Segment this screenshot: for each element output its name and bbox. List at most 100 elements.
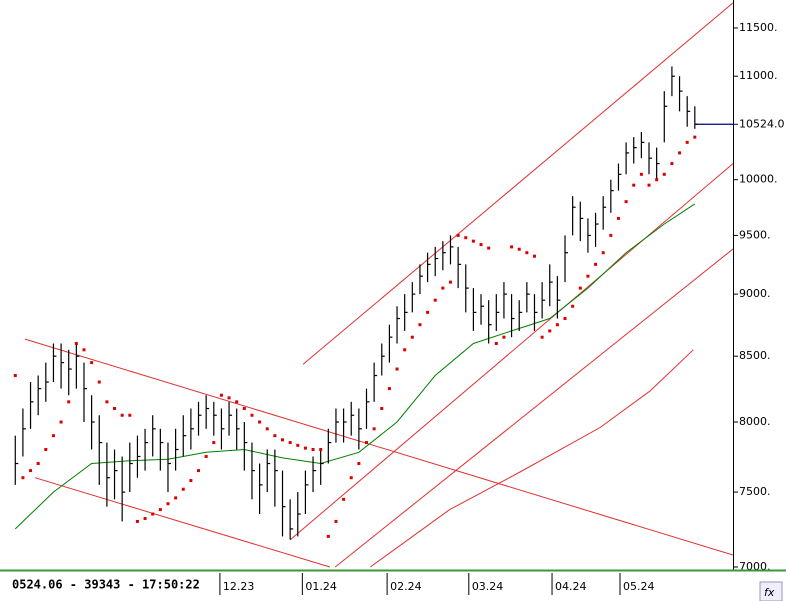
sar-dot bbox=[36, 462, 40, 466]
sar-dot bbox=[197, 469, 201, 473]
sar-dot bbox=[601, 251, 605, 255]
sar-dot bbox=[517, 247, 521, 251]
sar-dot bbox=[74, 341, 78, 345]
y-tick-label: 8500. bbox=[739, 349, 771, 362]
sar-dot bbox=[685, 140, 689, 144]
fx-button[interactable] bbox=[759, 581, 783, 601]
sar-dot bbox=[82, 348, 86, 352]
sar-dot bbox=[563, 317, 567, 321]
sar-dot bbox=[479, 243, 483, 247]
sar-dot bbox=[548, 329, 552, 333]
channel-line bbox=[289, 163, 733, 541]
sar-dot bbox=[670, 162, 674, 166]
sar-dot bbox=[594, 262, 598, 266]
sar-dot bbox=[532, 254, 536, 258]
sar-dot bbox=[120, 413, 124, 417]
sar-dot bbox=[395, 367, 399, 371]
last-price-box bbox=[734, 117, 786, 132]
sar-dot bbox=[227, 396, 231, 400]
sar-dot bbox=[441, 286, 445, 290]
sar-dot bbox=[143, 516, 147, 520]
sar-dot bbox=[311, 448, 315, 452]
channel-line bbox=[34, 477, 331, 568]
sar-dot bbox=[586, 274, 590, 278]
channel-line bbox=[334, 248, 733, 568]
sar-dot bbox=[418, 323, 422, 327]
sar-dot bbox=[403, 348, 407, 352]
x-tick-label: 01.24 bbox=[305, 580, 337, 593]
sar-dot bbox=[181, 487, 185, 491]
sar-dot bbox=[273, 434, 277, 438]
sar-dot bbox=[609, 233, 613, 237]
sar-dot bbox=[90, 361, 94, 365]
sar-dot bbox=[448, 280, 452, 284]
y-tick-label: 9500. bbox=[739, 228, 771, 241]
y-tick-label: 11000. bbox=[739, 69, 778, 82]
sar-dot bbox=[387, 387, 391, 391]
sar-dot bbox=[158, 508, 162, 512]
sar-dot bbox=[426, 310, 430, 314]
sar-dot bbox=[639, 172, 643, 176]
sar-dot bbox=[250, 413, 254, 417]
sar-dot bbox=[662, 172, 666, 176]
sar-dot bbox=[502, 335, 506, 339]
sar-dot bbox=[281, 438, 285, 442]
sar-dot bbox=[265, 427, 269, 431]
sar-dot bbox=[433, 298, 437, 302]
sar-dot bbox=[616, 216, 620, 220]
sar-dot bbox=[365, 441, 368, 445]
sar-dot bbox=[487, 246, 491, 250]
x-tick-label: 05.24 bbox=[623, 580, 655, 593]
sar-dot bbox=[372, 427, 376, 431]
sar-dot bbox=[555, 323, 559, 327]
sar-dot bbox=[128, 413, 132, 417]
sar-dot bbox=[204, 454, 208, 458]
channel-line bbox=[302, 2, 733, 365]
sar-dot bbox=[357, 462, 361, 466]
sar-dot bbox=[219, 393, 223, 397]
y-tick-label: 8000. bbox=[739, 415, 771, 428]
sar-dot bbox=[113, 407, 117, 411]
sar-dot bbox=[21, 476, 25, 480]
last-price-label: 10524.0 bbox=[739, 117, 785, 130]
sar-dot bbox=[647, 183, 651, 187]
channel-line bbox=[24, 338, 733, 556]
sar-dot bbox=[655, 178, 659, 182]
sar-dot bbox=[242, 407, 246, 411]
sar-dot bbox=[135, 519, 139, 523]
sar-dot bbox=[410, 335, 414, 339]
sar-dot bbox=[151, 512, 155, 516]
sar-dot bbox=[464, 236, 468, 240]
y-tick-label: 10000. bbox=[739, 173, 778, 186]
channel-line bbox=[370, 349, 694, 568]
sar-dot bbox=[319, 448, 323, 452]
x-axis: 12.23 01.24 02.24 03.24 04.24 05.24 bbox=[219, 573, 655, 595]
sar-dot bbox=[13, 374, 17, 378]
sar-dot bbox=[44, 448, 48, 452]
sar-dot bbox=[59, 420, 63, 424]
y-tick-label: 7500. bbox=[739, 485, 771, 498]
sar-dot bbox=[624, 200, 628, 204]
x-tick-label: 02.24 bbox=[390, 580, 422, 593]
sar-dot bbox=[235, 400, 239, 404]
sar-dot bbox=[29, 469, 33, 473]
sar-dot bbox=[296, 443, 300, 447]
sar-dot bbox=[166, 502, 170, 506]
sar-dot bbox=[189, 479, 193, 483]
sar-dot bbox=[494, 341, 498, 345]
sar-dot bbox=[51, 434, 55, 438]
sar-dot bbox=[349, 476, 353, 480]
sar-dot bbox=[456, 233, 460, 237]
sar-dot bbox=[571, 304, 575, 308]
fx-icon[interactable]: fx bbox=[764, 586, 775, 599]
y-tick-label: 9000. bbox=[739, 287, 771, 300]
y-tick-label: 11500. bbox=[739, 21, 778, 34]
sar-dot bbox=[578, 286, 582, 290]
sar-dot bbox=[105, 400, 109, 404]
sar-dot bbox=[326, 534, 330, 538]
status-text: 0524.06 - 39343 - 17:50:22 bbox=[12, 578, 200, 592]
x-tick-label: 12.23 bbox=[223, 580, 255, 593]
sar-dot bbox=[540, 335, 544, 339]
